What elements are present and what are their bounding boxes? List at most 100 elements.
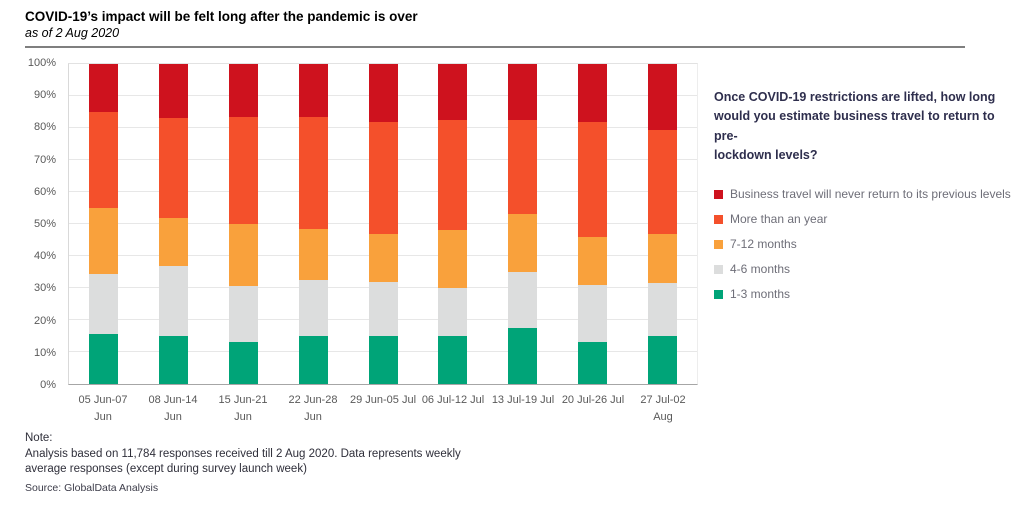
bar-segment-business-travel-will-never-ret <box>508 64 538 121</box>
bar-segment-more-than-an-year <box>577 121 607 237</box>
bar-segment-1-3-months <box>368 336 398 384</box>
legend-items: Business travel will never return to its… <box>714 182 1014 307</box>
legend-swatch-icon <box>714 264 723 274</box>
note-text: Analysis based on 11,784 responses recei… <box>25 447 461 476</box>
legend-item-label: More than an year <box>730 212 828 226</box>
y-axis-label: 70% <box>33 153 56 166</box>
bar-segment-1-3-months <box>228 342 258 384</box>
bar-segment-7-12-months <box>438 230 468 288</box>
stacked-bar-4 <box>298 64 328 384</box>
bar-column-3 <box>209 64 279 384</box>
bar-segment-1-3-months <box>159 336 189 384</box>
bar-segment-4-6-months <box>298 280 328 336</box>
bar-segment-more-than-an-year <box>228 116 258 225</box>
bar-segment-7-12-months <box>368 233 398 282</box>
legend-item-label: 7-12 months <box>730 237 797 251</box>
bar-segment-business-travel-will-never-ret <box>89 64 119 113</box>
stacked-bar-1 <box>89 64 119 384</box>
y-axis-label: 20% <box>33 314 56 327</box>
bar-segment-business-travel-will-never-ret <box>368 64 398 122</box>
bar-segment-4-6-months <box>228 286 258 343</box>
bar-segment-business-travel-will-never-ret <box>298 64 328 117</box>
legend-question: Once COVID-19 restrictions are lifted, h… <box>714 90 996 163</box>
stacked-bar-6 <box>438 64 468 384</box>
y-axis-label: 50% <box>33 218 56 230</box>
bar-segment-business-travel-will-never-ret <box>438 64 468 121</box>
bar-segment-more-than-an-year <box>89 112 119 209</box>
bar-segment-business-travel-will-never-ret <box>228 64 258 117</box>
bar-column-1 <box>69 64 139 384</box>
legend-item-7-12-months: 7-12 months <box>714 232 1014 257</box>
bar-segment-1-3-months <box>647 336 677 384</box>
bar-segment-4-6-months <box>647 283 677 336</box>
bar-segment-more-than-an-year <box>368 121 398 234</box>
x-axis-label: 08 Jun-14 Jun <box>148 394 198 423</box>
bar-segment-7-12-months <box>577 236 607 285</box>
bar-segment-1-3-months <box>89 334 119 384</box>
y-axis-label: 40% <box>33 250 56 263</box>
bar-segment-business-travel-will-never-ret <box>577 64 607 122</box>
y-axis-label: 80% <box>33 121 56 134</box>
y-axis-label: 100% <box>27 57 56 69</box>
bar-segment-4-6-months <box>438 288 468 336</box>
bar-column-6 <box>418 64 488 384</box>
x-axis-label: 06 Jul-12 Jul <box>421 394 485 406</box>
bar-segment-7-12-months <box>228 224 258 287</box>
x-axis-label: 22 Jun-28 Jun <box>288 394 338 423</box>
legend-item-more-than-an-year: More than an year <box>714 207 1014 232</box>
bar-column-9 <box>627 64 697 384</box>
bar-segment-1-3-months <box>508 328 538 384</box>
y-axis-label: 90% <box>33 89 56 102</box>
bar-segment-1-3-months <box>438 336 468 384</box>
bar-segment-4-6-months <box>508 272 538 328</box>
legend-item-label: 4-6 months <box>730 262 791 276</box>
legend-swatch-icon <box>714 289 723 299</box>
bar-segment-more-than-an-year <box>438 120 468 231</box>
stacked-bar-8 <box>577 64 607 384</box>
legend-swatch-icon <box>714 239 723 249</box>
bar-column-4 <box>278 64 348 384</box>
note-block: Note: Analysis based on 11,784 responses… <box>25 431 585 494</box>
bar-segment-7-12-months <box>159 217 189 266</box>
stacked-bar-9 <box>647 64 677 384</box>
bar-segment-more-than-an-year <box>647 129 677 234</box>
bar-segment-4-6-months <box>368 281 398 336</box>
bar-segment-4-6-months <box>577 284 607 343</box>
stacked-bar-7 <box>508 64 538 384</box>
bar-segment-7-12-months <box>89 208 119 274</box>
bar-column-5 <box>348 64 418 384</box>
bar-column-7 <box>488 64 558 384</box>
plot-area <box>68 63 698 385</box>
bars-row <box>69 64 697 384</box>
bar-segment-7-12-months <box>647 233 677 284</box>
chart-subtitle: as of 2 Aug 2020 <box>25 26 120 40</box>
x-axis-label: 27 Jul-02 Aug <box>640 394 686 423</box>
bar-segment-4-6-months <box>159 265 189 336</box>
bar-segment-more-than-an-year <box>508 120 538 215</box>
header-divider <box>25 46 965 48</box>
y-axis: 0% 10% 20% 30% 40% 50% 60% 70% 80% 90% 100% <box>14 57 62 391</box>
stacked-bar-2 <box>159 64 189 384</box>
bar-segment-1-3-months <box>577 342 607 384</box>
x-axis-labels: 05 Jun-07 Jun 08 Jun-14 Jun 15 Jun-21 Jun 2… <box>68 392 698 425</box>
stacked-bar-3 <box>228 64 258 384</box>
bar-segment-more-than-an-year <box>298 116 328 229</box>
x-axis-label: 13 Jul-19 Jul <box>491 394 555 406</box>
legend-item-4-6-months: 4-6 months <box>714 257 1014 282</box>
legend-item-1-3-months: 1-3 months <box>714 282 1014 307</box>
bar-column-2 <box>139 64 209 384</box>
x-axis-label: 05 Jun-07 Jun <box>78 394 128 423</box>
x-axis-label: 20 Jul-26 Jul <box>561 394 625 406</box>
y-axis-label: 60% <box>33 185 56 198</box>
bar-segment-1-3-months <box>298 336 328 384</box>
legend: Once COVID-19 restrictions are lifted, h… <box>714 88 1014 307</box>
x-axis-label: 15 Jun-21 Jun <box>218 394 268 423</box>
bar-segment-4-6-months <box>89 273 119 335</box>
bar-segment-business-travel-will-never-ret <box>159 64 189 119</box>
note-source: Source: GlobalData Analysis <box>25 481 159 494</box>
legend-item-business-travel-will-never-ret: Business travel will never return to its… <box>714 182 1014 207</box>
legend-swatch-icon <box>714 214 723 224</box>
bar-segment-7-12-months <box>298 228 328 280</box>
bar-segment-more-than-an-year <box>159 118 189 218</box>
